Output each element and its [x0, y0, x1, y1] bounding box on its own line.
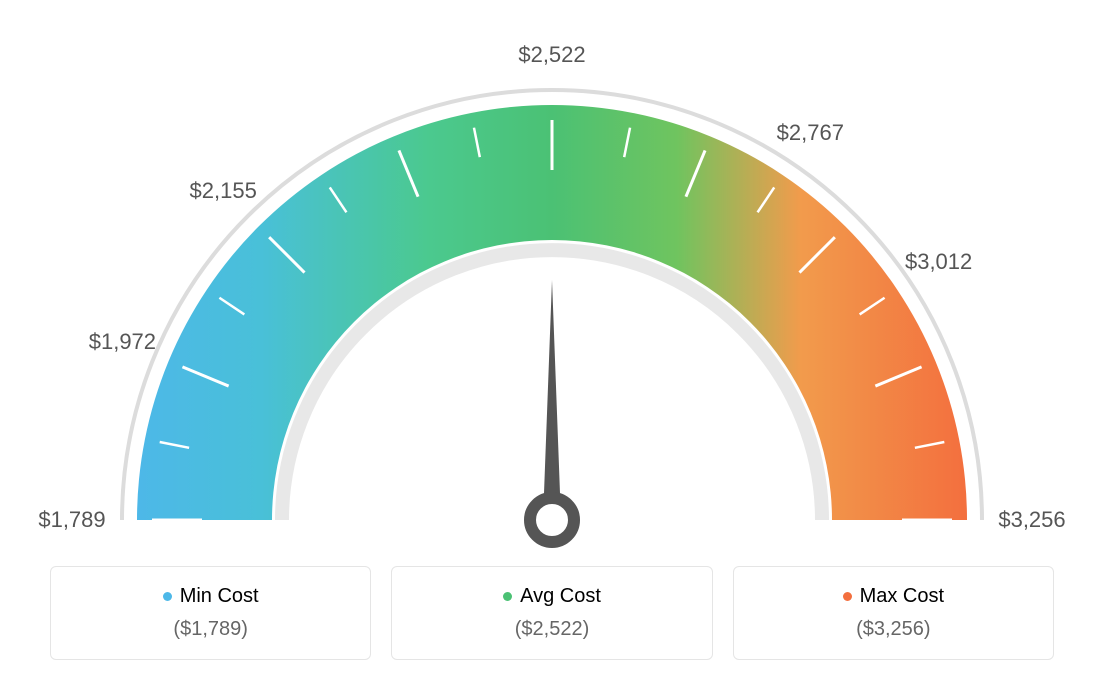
legend-dot-avg: [503, 592, 512, 601]
legend-label-max: Max Cost: [758, 585, 1029, 608]
legend-card-max: Max Cost ($3,256): [733, 566, 1054, 660]
legend-label-min-text: Min Cost: [180, 585, 259, 608]
gauge-tick-label: $2,155: [190, 178, 257, 204]
legend-row: Min Cost ($1,789) Avg Cost ($2,522) Max …: [50, 566, 1054, 660]
legend-value-min: ($1,789): [75, 618, 346, 641]
legend-dot-min: [163, 592, 172, 601]
legend-label-avg: Avg Cost: [416, 585, 687, 608]
legend-label-max-text: Max Cost: [860, 585, 944, 608]
legend-dot-max: [843, 592, 852, 601]
gauge-tick-label: $3,012: [905, 249, 972, 275]
legend-value-avg: ($2,522): [416, 618, 687, 641]
legend-label-avg-text: Avg Cost: [520, 585, 601, 608]
legend-card-avg: Avg Cost ($2,522): [391, 566, 712, 660]
gauge-tick-label: $1,789: [38, 507, 105, 533]
gauge-tick-label: $2,767: [777, 120, 844, 146]
legend-card-min: Min Cost ($1,789): [50, 566, 371, 660]
legend-value-max: ($3,256): [758, 618, 1029, 641]
gauge-tick-label: $2,522: [518, 42, 585, 68]
gauge-chart: $1,789 $1,972 $2,155 $2,522 $2,767 $3,012 $3,2…: [0, 20, 1104, 550]
gauge-svg: [0, 20, 1104, 580]
gauge-tick-label: $3,256: [998, 507, 1065, 533]
gauge-tick-label: $1,972: [89, 329, 156, 355]
legend-label-min: Min Cost: [75, 585, 346, 608]
cost-gauge-container: $1,789 $1,972 $2,155 $2,522 $2,767 $3,012 $3,2…: [0, 0, 1104, 690]
